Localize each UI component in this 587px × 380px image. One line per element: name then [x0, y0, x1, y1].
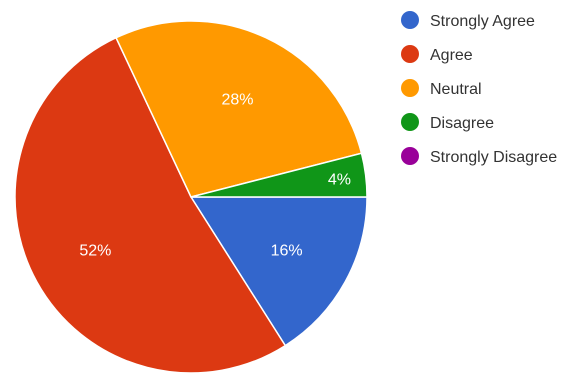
legend-label: Disagree — [430, 115, 494, 132]
legend-label: Strongly Agree — [430, 13, 535, 30]
legend-label: Agree — [430, 47, 473, 64]
legend-marker — [401, 11, 419, 29]
slice-value-label: 4% — [328, 171, 351, 188]
legend-marker — [401, 45, 419, 63]
legend-label: Neutral — [430, 81, 482, 98]
pie-slice-labels: 16% 52% 28% 4% — [79, 91, 351, 259]
legend: Strongly Agree Agree Neutral Disagree Strong… — [401, 11, 557, 166]
pie-slice-disagree — [190, 152, 368, 198]
legend-marker — [401, 147, 419, 165]
legend-marker — [401, 113, 419, 131]
legend-marker — [401, 79, 419, 97]
slice-value-label: 16% — [271, 243, 303, 260]
legend-label: Strongly Disagree — [430, 149, 557, 166]
pie-slices — [14, 20, 368, 374]
pie-slice-neutral — [115, 20, 363, 198]
slice-value-label: 28% — [221, 91, 253, 108]
slice-value-label: 52% — [79, 243, 111, 260]
pie-slice-strongly-agree — [189, 196, 368, 347]
pie-slice-agree — [14, 36, 287, 374]
